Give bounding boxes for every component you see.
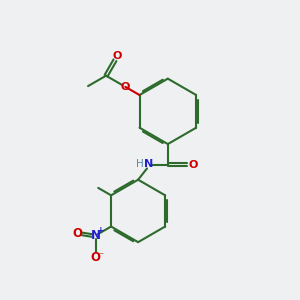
Text: N: N xyxy=(91,229,100,242)
Text: O: O xyxy=(113,51,122,61)
Text: N: N xyxy=(144,159,153,169)
Text: O: O xyxy=(72,227,82,241)
Text: O: O xyxy=(91,251,100,264)
Text: O: O xyxy=(121,82,130,92)
Text: H: H xyxy=(136,159,143,169)
Text: +: + xyxy=(97,226,105,235)
Text: ⁻: ⁻ xyxy=(98,251,103,261)
Text: O: O xyxy=(188,160,198,170)
